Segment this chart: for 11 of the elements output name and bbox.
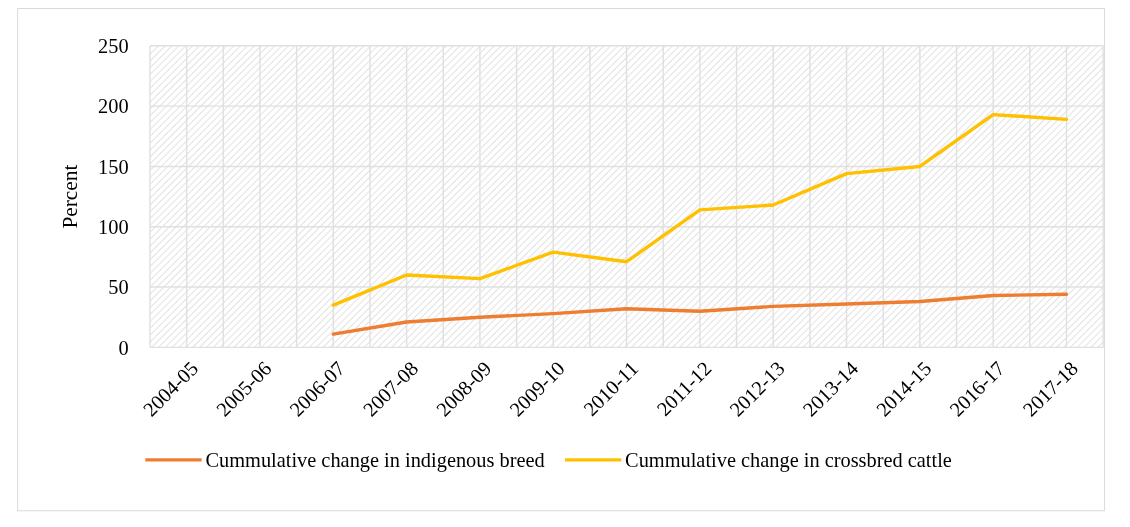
- line-series: [331, 292, 1069, 336]
- y-tick-label: 100: [98, 215, 129, 238]
- y-tick-label: 150: [98, 155, 129, 178]
- y-axis-title: Percent: [58, 164, 83, 229]
- y-tick-label: 250: [98, 34, 129, 57]
- y-tick-label: 0: [118, 336, 129, 359]
- y-tick-label: 50: [108, 276, 129, 299]
- line-series: [331, 112, 1069, 307]
- y-tick-label: 200: [98, 95, 129, 118]
- legend-label: Cummulative change in crossbred cattle: [625, 448, 952, 472]
- legend-label: Cummulative change in indigenous breed: [205, 448, 545, 472]
